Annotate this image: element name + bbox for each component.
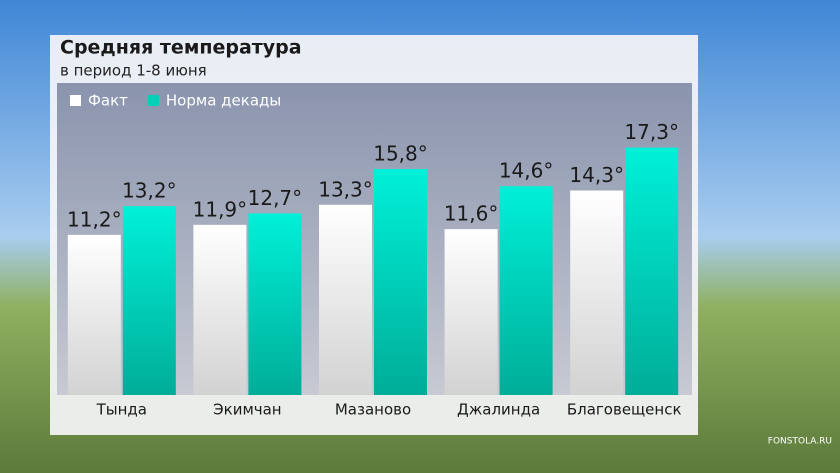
x-tick-label: Мазаново — [335, 401, 411, 419]
legend-swatch — [147, 95, 159, 106]
bar — [625, 147, 679, 395]
watermark: FONSTOLA.RU — [768, 437, 832, 447]
bar — [193, 224, 247, 395]
value-label: 11,6° — [444, 202, 499, 226]
legend-label: Норма декады — [166, 92, 281, 110]
value-label: 11,2° — [67, 207, 122, 231]
chart-subtitle: в период 1-8 июня — [60, 62, 207, 80]
value-label: 14,3° — [569, 163, 624, 187]
x-tick-label: Тында — [96, 401, 147, 419]
bar — [67, 234, 121, 395]
bar — [374, 169, 427, 395]
legend-label: Факт — [88, 92, 128, 110]
value-label: 12,7° — [248, 186, 303, 210]
x-tick-label: Джалинда — [457, 401, 540, 419]
bar — [499, 186, 553, 395]
value-label: 15,8° — [373, 142, 428, 166]
bar — [248, 213, 302, 395]
value-label: 11,9° — [193, 197, 248, 221]
x-tick-label: Экимчан — [213, 401, 281, 419]
bar — [570, 190, 624, 395]
value-label: 17,3° — [624, 120, 679, 144]
value-label: 13,2° — [122, 179, 177, 203]
chart-title: Средняя температура — [60, 37, 302, 59]
bar — [122, 206, 176, 395]
value-label: 13,3° — [318, 177, 373, 201]
bar — [444, 229, 498, 395]
legend-swatch — [70, 95, 81, 106]
value-label: 14,6° — [499, 159, 554, 183]
x-tick-label: Благовещенск — [567, 401, 682, 419]
bar — [319, 204, 372, 395]
